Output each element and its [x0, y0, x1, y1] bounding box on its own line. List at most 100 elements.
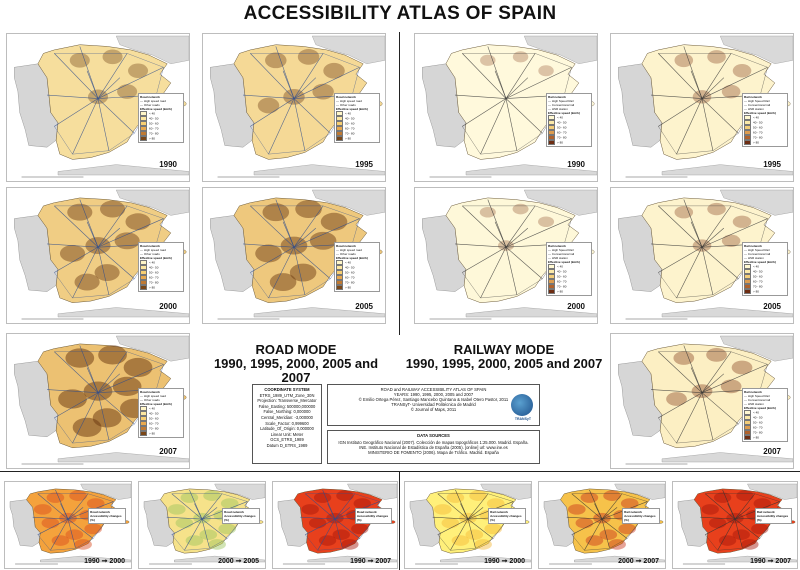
road-network-line	[250, 246, 295, 273]
rail-network-line	[488, 493, 514, 502]
road-network-line	[97, 53, 128, 99]
road-network-line	[37, 493, 69, 520]
legend-swatch	[548, 284, 556, 289]
rail-network-line	[676, 247, 703, 299]
coordinate-lines: ETRS_1989_UTM_Zone_30N Projection: Transv…	[255, 393, 319, 449]
map-canvas	[14, 189, 189, 320]
legend-class-label: > 80	[149, 430, 155, 435]
legend-class: 40 - 50	[140, 265, 182, 270]
legend-swatch	[744, 279, 752, 284]
legend-class-label: 40 - 50	[753, 120, 763, 125]
map-canvas	[14, 35, 189, 178]
rail-change-1990-2007[interactable]: Rail network Accessibility changes (%) 199…	[672, 481, 798, 569]
rail-map-1995[interactable]: Rail network — High Speed Rail — Conventio…	[610, 33, 794, 182]
legend-class: 60 - 70	[744, 424, 786, 430]
rail-network-line	[705, 534, 718, 551]
road-network-line	[268, 247, 295, 299]
legend-class: 70 - 80	[336, 280, 378, 285]
rail-change-1990-2000[interactable]: Rail network Accessibility changes (%) 199…	[404, 481, 532, 569]
rail-network-line	[712, 423, 739, 441]
road-change-2000-2005[interactable]: Road network Accessibility changes (%) 200…	[138, 481, 266, 569]
legend-class-label: 50 - 60	[557, 274, 567, 279]
legend-swatch	[140, 275, 148, 280]
road-network-line	[243, 243, 295, 248]
legend-swatch	[744, 409, 752, 415]
legend-swatch	[548, 114, 556, 120]
rail-network-line	[601, 493, 623, 520]
rail-network-line	[505, 218, 572, 248]
rail-change-2000-2007[interactable]: Rail network Accessibility changes (%) 200…	[538, 481, 666, 569]
map-canvas	[618, 189, 793, 320]
accessibility-zone	[318, 535, 337, 546]
rail-network-line	[462, 53, 507, 99]
road-network-line	[97, 351, 128, 393]
rail-network-line	[701, 218, 768, 248]
road-map-2000[interactable]: Road network — High speed road — Other roa…	[6, 187, 190, 324]
legend-swatch	[140, 125, 148, 131]
rail-network-line	[516, 133, 543, 151]
legend-swatch	[744, 429, 752, 435]
rail-network-line	[462, 98, 507, 127]
map-legend: Road network — High speed road — Other roa…	[138, 242, 184, 292]
rail-network-line	[487, 199, 507, 248]
legend-swatch	[140, 420, 148, 426]
legend-class-label: > 80	[149, 136, 155, 141]
legend-class-label: 40 - 50	[753, 269, 763, 274]
rail-map-2000[interactable]: Rail network — High Speed Rail — Conventio…	[414, 187, 598, 324]
coordinate-heading: COORDINATE SYSTEM	[264, 387, 310, 392]
road-mode-title: ROAD MODE 1990, 1995, 2000, 2005 and 200…	[198, 343, 394, 385]
rail-network-line	[516, 278, 543, 295]
legend-class-label: < 40	[557, 115, 563, 120]
legend-swatch	[336, 110, 344, 116]
france-landmass	[523, 189, 597, 216]
accessibility-zone	[484, 523, 503, 535]
rail-network-line	[701, 373, 725, 393]
legend-scale-title: Accessibility changes (%)	[756, 513, 789, 522]
road-map-2005[interactable]: Road network — High speed road — Other roa…	[202, 187, 386, 324]
road-network-line	[184, 548, 210, 551]
accessibility-zone	[707, 202, 726, 216]
africa-landmass	[661, 307, 793, 318]
road-network-line	[47, 389, 99, 393]
road-network-line	[72, 392, 99, 444]
road-change-1990-2007[interactable]: Road network Accessibility changes (%) 199…	[272, 481, 398, 569]
road-network-line	[171, 493, 203, 520]
accessibility-zone	[666, 392, 687, 406]
legend-scale-title: Accessibility changes (%)	[90, 513, 122, 522]
rail-network-line	[701, 364, 768, 393]
legend-swatch	[548, 139, 556, 145]
road-network-line	[37, 534, 51, 551]
france-landmass	[719, 35, 793, 65]
legend-class: 40 - 50	[140, 115, 182, 121]
road-change-1990-2000[interactable]: Road network Accessibility changes (%) 199…	[4, 481, 132, 569]
road-network-line	[323, 205, 360, 219]
accessibility-zone	[51, 535, 70, 546]
legend-swatch	[548, 124, 556, 130]
road-network-line	[275, 199, 295, 248]
legend-class: 60 - 70	[140, 420, 182, 426]
accessibility-zone	[701, 504, 719, 515]
legend-class-label: > 80	[753, 289, 759, 294]
rail-map-2005[interactable]: Rail network — High Speed Rail — Conventio…	[610, 187, 794, 324]
road-map-1990[interactable]: Road network — High speed road — Other roa…	[6, 33, 190, 182]
road-map-2007[interactable]: Road network — High speed road — Other roa…	[6, 333, 190, 469]
road-map-1995[interactable]: Road network — High speed road — Other roa…	[202, 33, 386, 182]
coordinate-line: ETRS_1989_UTM_Zone_30N	[259, 392, 315, 398]
rail-map-2007[interactable]: Rail network — High Speed Rail — Conventio…	[610, 333, 794, 469]
legend-swatch	[548, 269, 556, 274]
legend-swatch	[744, 269, 752, 274]
rail-map-1990[interactable]: Rail network — High Speed Rail — Conventio…	[414, 33, 598, 182]
road-network-line	[32, 516, 69, 520]
road-network-line	[86, 70, 99, 99]
road-network-line	[323, 53, 360, 68]
rail-network-line	[584, 548, 610, 551]
arrow-icon: ➞	[99, 558, 110, 565]
map-year-label: 2005	[763, 302, 781, 311]
legend-line-entry: — Other roads	[336, 102, 356, 107]
france-landmass	[523, 35, 597, 65]
legend-swatch	[336, 260, 344, 265]
rail-network-line	[462, 272, 481, 299]
road-network-line	[194, 503, 203, 520]
road-network-line	[97, 392, 135, 425]
change-period-label: 1990 ➞ 2000	[84, 557, 125, 565]
